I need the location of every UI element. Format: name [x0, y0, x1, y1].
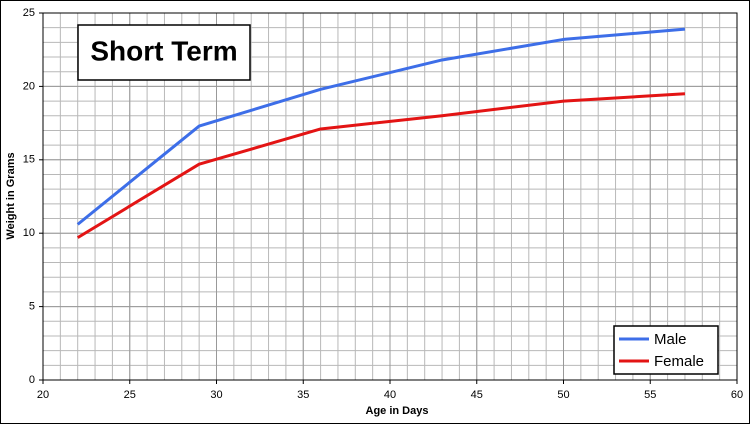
- x-tick-label: 40: [384, 389, 396, 401]
- y-tick-label: 0: [29, 374, 35, 386]
- legend: Male Female: [613, 325, 719, 375]
- x-axis-label: Age in Days: [366, 405, 429, 417]
- title-box: [77, 24, 251, 81]
- y-tick-label: 20: [23, 80, 35, 92]
- x-tick-label: 20: [37, 389, 49, 401]
- series-line: [76, 27, 686, 226]
- plot-border: [42, 12, 738, 381]
- y-tick-label: 5: [29, 301, 35, 313]
- plot: [76, 27, 686, 239]
- x-tick-label: 60: [731, 389, 743, 401]
- x-tick-label: 30: [210, 389, 222, 401]
- y-tick-label: 10: [23, 227, 35, 239]
- chart-title: Short Term: [90, 35, 237, 66]
- x-tick-label: 55: [644, 389, 656, 401]
- x-tick-label: 25: [124, 389, 136, 401]
- legend-label: Male: [654, 331, 687, 348]
- y-tick-label: 15: [23, 154, 35, 166]
- legend-box: [613, 325, 719, 375]
- series-line: [76, 92, 686, 239]
- x-tick-label: 45: [471, 389, 483, 401]
- x-tick-label: 35: [297, 389, 309, 401]
- legend-label: Female: [654, 353, 704, 370]
- y-axis-label: Weight in Grams: [5, 152, 17, 239]
- y-tick-label: 25: [23, 7, 35, 19]
- x-tick-label: 50: [557, 389, 569, 401]
